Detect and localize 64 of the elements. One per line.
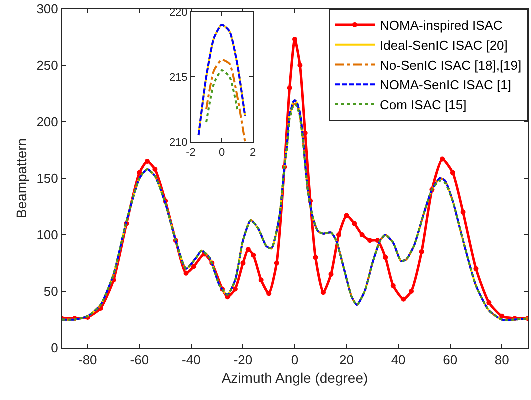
y-tick-label: 150	[36, 171, 58, 186]
point	[246, 247, 251, 252]
point	[298, 63, 303, 68]
point	[409, 289, 414, 294]
y-tick-label: 250	[36, 58, 58, 74]
point	[328, 272, 334, 278]
point	[383, 255, 388, 260]
point	[390, 283, 396, 288]
legend-label: NOMA-inspired ISAC	[380, 18, 503, 34]
point	[450, 170, 456, 176]
x-tick-label: -2	[186, 147, 196, 160]
x-tick-label: 60	[443, 352, 458, 368]
point	[137, 170, 142, 176]
y-tick-label: 300	[36, 2, 58, 17]
point	[313, 255, 318, 260]
legend-label: No-SenIC ISAC [18],[19]	[380, 58, 522, 73]
point	[352, 221, 358, 226]
point	[274, 260, 280, 266]
point	[344, 213, 350, 218]
x-tick-label: -40	[182, 352, 201, 368]
legend-label: Com ISAC [15]	[380, 98, 467, 113]
point	[287, 86, 292, 91]
point	[266, 291, 272, 296]
point	[460, 210, 466, 215]
x-tick-label: -20	[234, 352, 253, 368]
line-series	[206, 70, 238, 124]
point	[368, 238, 373, 244]
x-axis-title: Azimuth Angle (degree)	[222, 370, 368, 386]
point	[320, 290, 326, 296]
y-tick-label: 50	[44, 284, 58, 300]
x-tick-label: 2	[250, 147, 256, 160]
line-series	[206, 59, 246, 142]
x-tick-label: 20	[340, 352, 354, 368]
point	[360, 232, 365, 238]
y-axis-title: Beampattern	[13, 138, 30, 219]
y-tick-label: 215	[169, 72, 188, 84]
point	[232, 286, 238, 292]
legend-label: Ideal-SenIC ISAC [20]	[380, 38, 508, 53]
point	[336, 232, 342, 238]
y-tick-label: 210	[169, 136, 188, 149]
point	[419, 249, 424, 254]
point	[251, 252, 256, 258]
x-tick-label: 0	[218, 147, 226, 160]
x-tick-label: 0	[291, 352, 299, 368]
point	[184, 270, 189, 276]
point	[500, 314, 505, 319]
point	[152, 166, 158, 172]
point	[144, 159, 150, 164]
point	[401, 296, 406, 302]
legend-label: NOMA-SenIC ISAC [1]	[380, 78, 512, 93]
x-tick-label: -80	[78, 352, 98, 368]
y-tick-label: 200	[36, 114, 58, 130]
point	[192, 264, 197, 270]
point	[474, 266, 479, 272]
x-tick-label: 40	[391, 352, 406, 368]
point	[440, 156, 446, 162]
x-tick-label: -60	[130, 352, 150, 368]
line-series	[198, 24, 246, 136]
point	[240, 260, 246, 266]
point	[486, 300, 492, 306]
x-tick-label: 80	[494, 352, 510, 368]
point	[258, 278, 264, 283]
y-tick-label: 0	[51, 340, 58, 356]
y-tick-label: 100	[36, 228, 58, 243]
